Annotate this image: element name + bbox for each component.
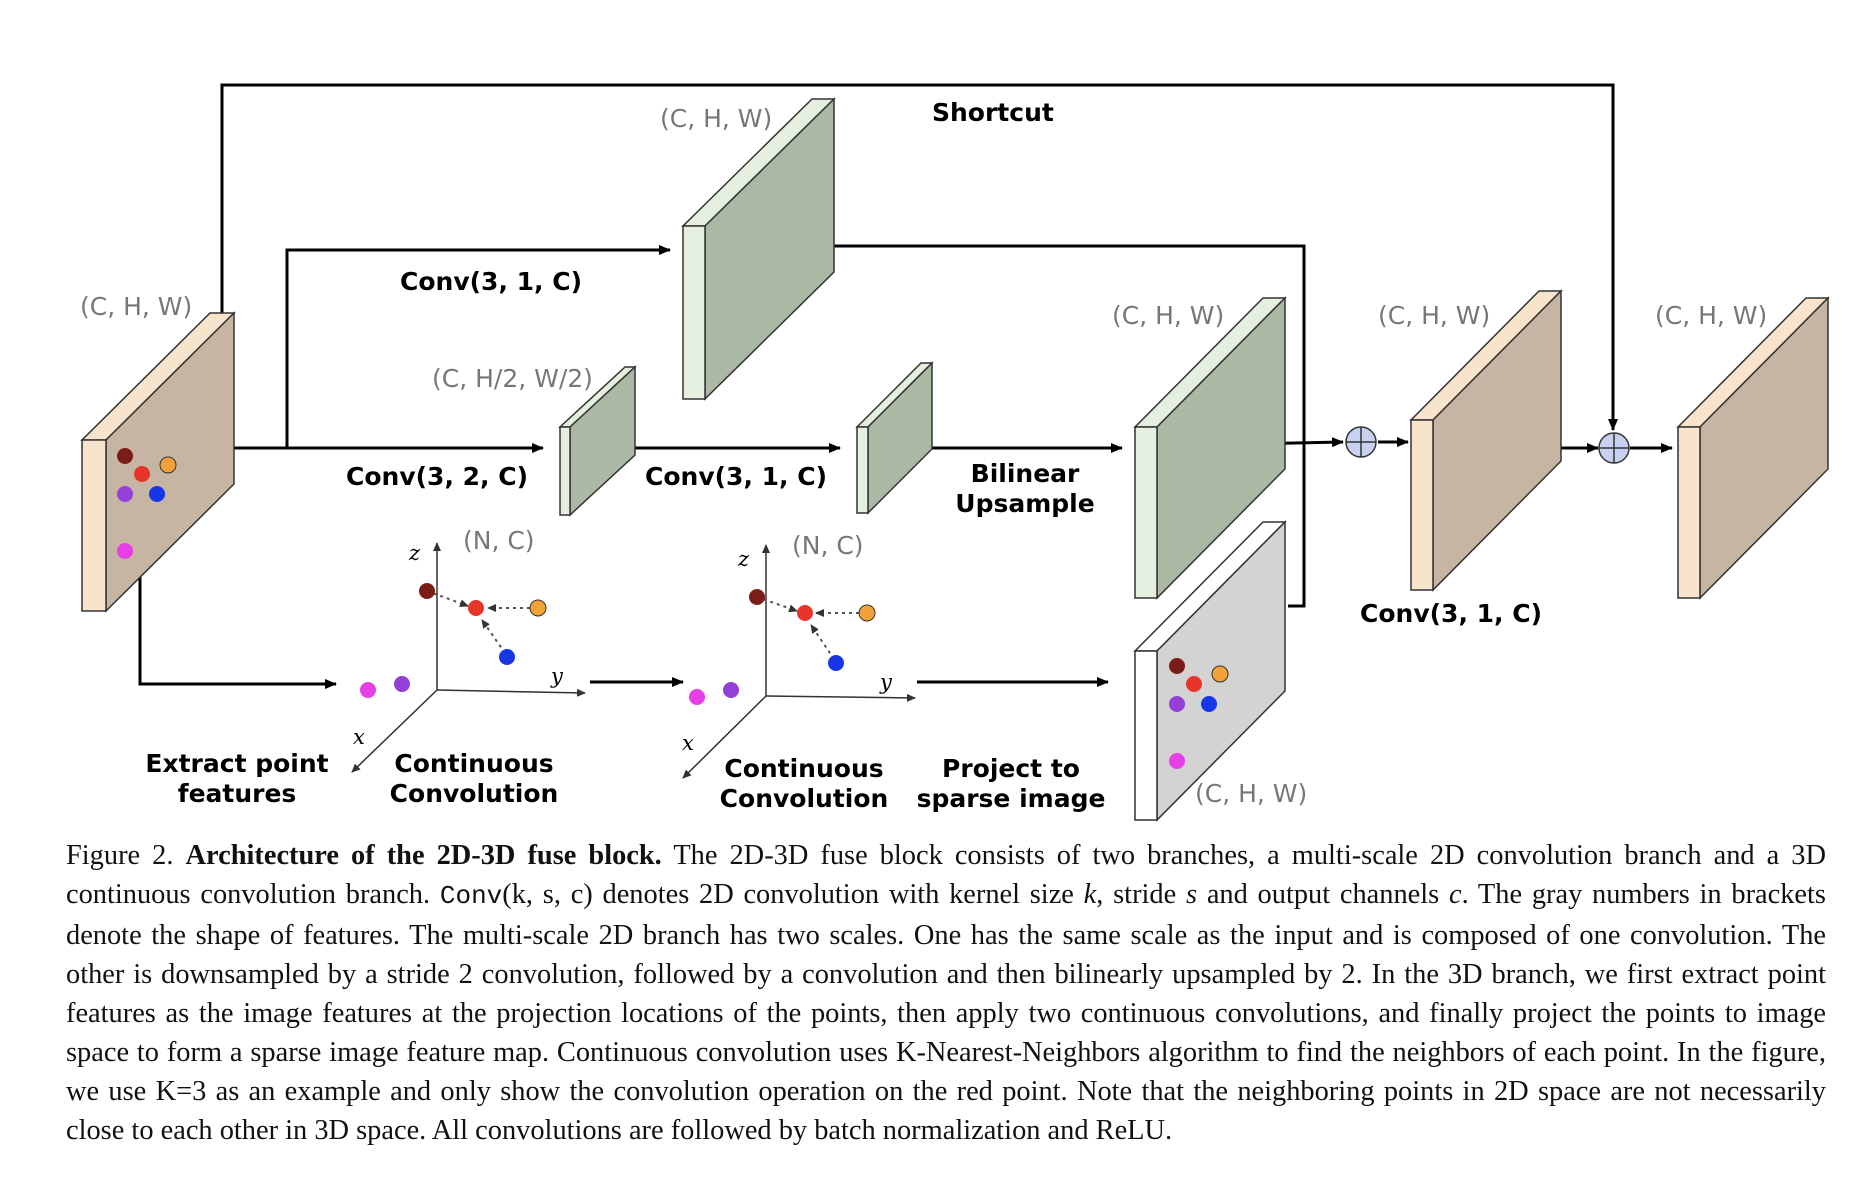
point-orange [159,456,177,474]
sum-node-1 [1345,426,1377,458]
pc1-y-axis [436,688,586,697]
pc1-point-red [468,600,484,616]
pc1-x-label: x [353,725,365,749]
caption-conv-func: Conv [439,881,503,911]
input-to-topconv-arrow [285,245,671,448]
extract-points-arrow [138,532,337,689]
sparse-point-orange [1211,665,1229,683]
fused-front-face [1410,419,1434,591]
sparse-point-red [1186,676,1202,692]
op-label-conv-fuse: Conv(3, 1, C) [1360,599,1542,628]
point-red [134,466,150,482]
op-label-cconv2-1: Continuous [724,754,883,783]
pc2-point-magenta [689,689,705,705]
caption-fig-label: Figure 2. [66,840,174,871]
caption-part4: and output channels [1206,879,1440,910]
pc1-point-magenta [360,682,376,698]
caption-part5: . The gray numbers in brackets denote th… [66,879,1826,1146]
pc1-x-axis [351,689,438,773]
pc1-point-dark-red [419,583,435,599]
point-cloud-1: z y x [351,541,586,773]
connections [138,83,1673,689]
caption-part3: , stride [1096,879,1177,910]
pc2-point-blue [828,655,844,671]
pc2-y-label: y [879,670,893,694]
shape-label-upsampled: (C, H, W) [1112,301,1224,330]
pc2-z-label: z [737,547,750,571]
mid-front-face [856,426,869,514]
caption-k: k [1083,879,1097,910]
caption-part1: The 2D-3D fuse block consists of two bra… [66,840,1827,910]
pc2-point-dark-red [749,589,765,605]
pc2-point-purple [723,682,739,698]
pc1-z-label: z [408,541,421,565]
shape-label-sparse: (C, H, W) [1195,779,1307,808]
up-front-face [1134,426,1158,599]
output-feature-map [1676,296,1830,600]
caption-c: c [1448,879,1462,910]
shape-label-input: (C, H, W) [80,292,192,321]
shape-label-points-1: (N, C) [463,526,535,555]
pc2-edge-3 [810,624,835,660]
shape-label-output: (C, H, W) [1655,301,1767,330]
figure-caption: Figure 2. Architecture of the 2D-3D fuse… [66,836,1826,1150]
sparse-point-purple [1169,696,1185,712]
pc1-point-orange [529,599,547,617]
top-conv-feature-map [681,97,836,401]
topconv-front-face [682,225,706,400]
fused-feature-map [1409,289,1563,592]
upsampled-feature-map [1133,296,1287,600]
downsampled-feature-map [558,365,637,517]
caption-title: Architecture of the 2D-3D fuse block. [185,840,662,871]
op-label-extract-1: Extract point [145,749,328,778]
op-label-project-2: sparse image [917,784,1106,813]
shape-label-points-2: (N, C) [792,531,864,560]
sparse-point-magenta [1169,753,1185,769]
output-front-face [1677,426,1701,599]
op-label-conv-top: Conv(3, 1, C) [400,267,582,296]
shortcut-line [220,83,1618,431]
caption-s: s [1185,879,1198,910]
pc1-edge-3 [481,619,506,654]
pc2-x-label: x [682,731,694,755]
shape-label-top-conv: (C, H, W) [660,104,772,133]
op-label-bilinear: Bilinear [971,459,1080,488]
caption-conv-args: (k, s, c) [502,879,593,910]
op-label-shortcut: Shortcut [932,98,1054,127]
pc1-y-label: y [550,664,564,688]
mid-feature-map [855,361,934,515]
pc1-point-purple [394,676,410,692]
op-label-upsample: Upsample [955,489,1094,518]
point-purple [117,486,133,502]
point-blue [149,486,165,502]
topconv-to-sum-line [770,244,1306,608]
op-label-conv-down: Conv(3, 2, C) [346,462,528,491]
shape-label-fused: (C, H, W) [1378,301,1490,330]
sparse-point-dark-red [1169,658,1185,674]
input-feature-map [80,311,236,613]
input-front-face [81,439,107,612]
op-label-conv-mid: Conv(3, 1, C) [645,462,827,491]
point-dark-red [117,448,133,464]
op-label-extract-2: features [178,779,297,808]
fuse-block-diagram: z y x z y x (C, H, W) (C, H, W) (C, H/2,… [80,83,1830,822]
pc2-point-red [797,605,813,621]
shape-label-downsampled: (C, H/2, W/2) [432,364,593,393]
sparse-feature-map [1133,520,1287,822]
op-label-cconv1-1: Continuous [394,749,553,778]
pc2-y-axis [765,693,916,702]
pc1-point-blue [499,649,515,665]
sparse-point-blue [1201,696,1217,712]
pc2-x-axis [682,695,767,779]
down-front-face [559,426,571,516]
sparse-front-face [1134,650,1158,821]
sum-node-2 [1598,432,1630,464]
op-label-project-1: Project to [942,754,1080,783]
point-cloud-2: z y x [682,544,916,779]
point-magenta [117,543,133,559]
op-label-cconv2-2: Convolution [720,784,889,813]
op-label-cconv1-2: Convolution [390,779,559,808]
caption-part2: denotes 2D convolution with kernel size [602,879,1074,910]
pc2-point-orange [858,604,876,622]
